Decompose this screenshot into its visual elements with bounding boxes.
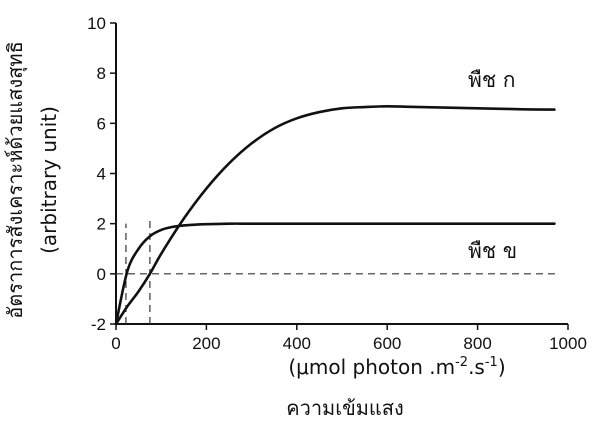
x-tick-label: 0 — [111, 334, 120, 353]
y-tick-label: 8 — [97, 64, 106, 83]
x-axis-label-sup1: -2 — [455, 355, 468, 370]
series-label-plant-a: พืช ก — [468, 68, 516, 92]
tick-labels: -2 0 2 4 6 8 10 0 200 400 600 800 1000 — [87, 14, 587, 353]
x-axis-label-mid: .s — [468, 355, 485, 379]
x-tick-label: 1000 — [549, 334, 587, 353]
x-tick-label: 200 — [192, 334, 220, 353]
y-tick-label: 10 — [87, 14, 106, 33]
x-tick-label: 800 — [463, 334, 491, 353]
reference-lines — [116, 218, 556, 324]
x-axis-label-end: ) — [498, 355, 506, 379]
y-tick-label: -2 — [91, 315, 106, 334]
x-tick-label: 600 — [373, 334, 401, 353]
series-group — [114, 104, 556, 326]
x-axis-label: (μmol photon .m-2.s-1) — [288, 355, 505, 379]
x-axis-label-sup2: -1 — [485, 355, 498, 370]
series-line-plant-a — [114, 104, 556, 326]
series-line-plant-b — [114, 222, 556, 326]
y-axis-label-unit: (arbitrary unit) — [37, 106, 61, 254]
x-axis-label-main: (μmol photon .m — [288, 355, 455, 379]
x-tick-label: 400 — [283, 334, 311, 353]
y-tick-label: 0 — [97, 265, 106, 284]
series-label-plant-b: พืช ข — [468, 239, 517, 263]
x-axis-label-thai: ความเข้มแสง — [286, 396, 404, 420]
y-axis-label-thai: อัตราการสังเคราะห์ด้วยแสงสุทธิ — [3, 41, 28, 319]
y-tick-label: 4 — [97, 165, 106, 184]
y-tick-label: 2 — [97, 215, 106, 234]
y-tick-label: 6 — [97, 114, 106, 133]
